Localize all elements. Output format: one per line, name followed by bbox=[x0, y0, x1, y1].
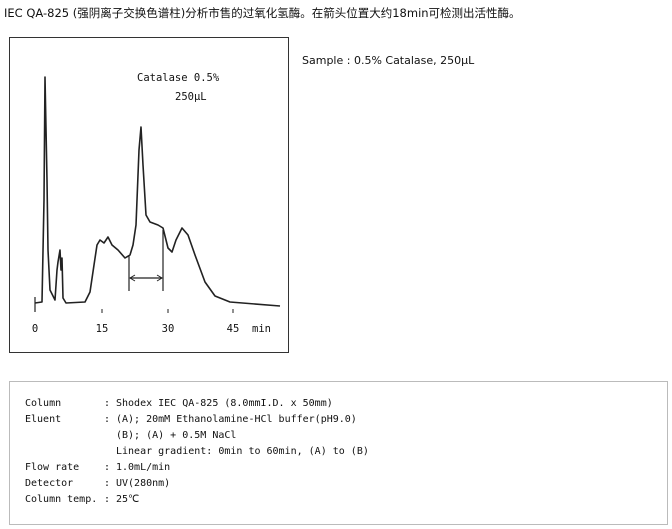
x-tick-label: 0 bbox=[32, 323, 38, 335]
arrow-heads bbox=[129, 274, 163, 282]
figure-frame bbox=[9, 37, 289, 353]
sample-note: Sample : 0.5% Catalase, 250μL bbox=[302, 54, 475, 67]
condition-label: Detector bbox=[25, 478, 74, 489]
condition-separator: : bbox=[104, 462, 111, 473]
x-tick-label: 15 bbox=[96, 323, 109, 335]
conditions-box bbox=[9, 381, 668, 525]
condition-value: Shodex IEC QA-825 (8.0mmI.D. x 50mm) bbox=[116, 398, 333, 409]
condition-label: Column temp. bbox=[25, 494, 98, 505]
condition-value: 1.0mL/min bbox=[116, 462, 171, 473]
page-title: IEC QA-825 (强阴离子交换色谱柱)分析市售的过氧化氢酶。在箭头位置大约… bbox=[4, 6, 521, 20]
trace bbox=[34, 76, 281, 307]
condition-separator: : bbox=[104, 398, 111, 409]
condition-separator: : bbox=[104, 478, 111, 489]
x-tick-label: 30 bbox=[162, 323, 175, 335]
annotation: Catalase 0.5% bbox=[137, 72, 220, 84]
x-tick-label: 45 bbox=[227, 323, 240, 335]
condition-value: (A); 20mM Ethanolamine-HCl buffer(pH9.0) bbox=[116, 414, 357, 425]
condition-value: UV(280nm) bbox=[116, 478, 171, 489]
annotation: 250μL bbox=[175, 91, 207, 103]
condition-value: 25℃ bbox=[116, 494, 140, 505]
condition-separator: : bbox=[104, 414, 111, 425]
condition-label: Column bbox=[25, 398, 62, 409]
condition-value: (B); (A) + 0.5M NaCl bbox=[116, 430, 237, 441]
x-unit: min bbox=[252, 323, 271, 335]
condition-value: Linear gradient: 0min to 60min, (A) to (… bbox=[116, 446, 369, 457]
condition-label: Eluent bbox=[25, 414, 62, 425]
condition-label: Flow rate bbox=[25, 462, 80, 473]
condition-separator: : bbox=[104, 494, 111, 505]
